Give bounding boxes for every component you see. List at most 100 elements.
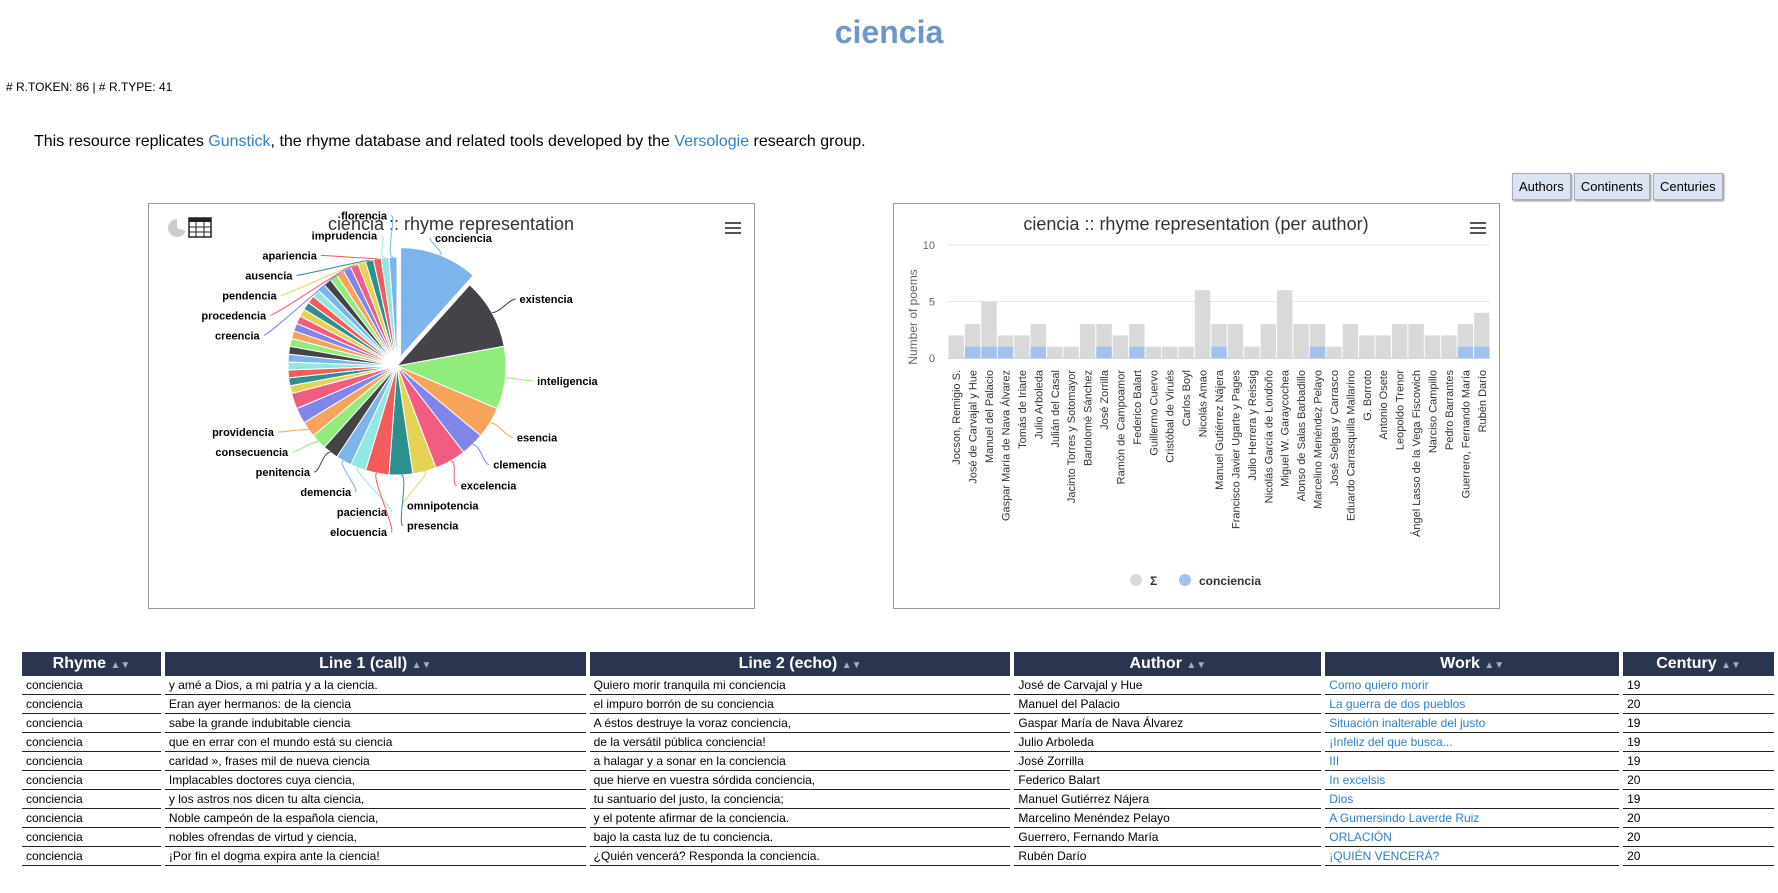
pie-label-apariencia: apariencia: [262, 250, 317, 262]
pie-slice-florencia[interactable]: [388, 256, 398, 367]
bar-conciencia[interactable]: [997, 346, 1014, 358]
cell-century: 19: [1623, 714, 1774, 733]
bar-total[interactable]: [1391, 324, 1408, 358]
bar-total[interactable]: [981, 301, 997, 359]
bar-conciencia[interactable]: [964, 346, 981, 358]
work-link[interactable]: ORLACIÓN: [1329, 830, 1392, 844]
legend-conciencia-marker[interactable]: [1179, 574, 1191, 586]
pie-connector: [429, 237, 442, 256]
work-link[interactable]: Situación inalterable del justo: [1329, 716, 1486, 730]
bar-total[interactable]: [1359, 335, 1375, 358]
bar-conciencia[interactable]: [1457, 346, 1474, 358]
bar-total[interactable]: [1194, 290, 1211, 358]
bar-total[interactable]: [1244, 346, 1260, 358]
cell-line1: que en errar con el mundo está su cienci…: [164, 733, 586, 752]
sort-icon[interactable]: ▲▼: [841, 660, 862, 671]
pie-slice-existencia[interactable]: [395, 284, 505, 367]
header-line1[interactable]: Line 1 (call) ▲▼: [164, 652, 586, 676]
cell-line2: que hierve en vuestra sórdida conciencia…: [589, 771, 1011, 790]
bar-conciencia[interactable]: [1474, 346, 1490, 358]
bar-x-tick-label: Federico Balart: [1132, 370, 1144, 445]
cell-line1: nobles ofrendas de virtud y ciencia,: [164, 828, 586, 847]
legend-sigma-label[interactable]: Σ: [1150, 574, 1157, 588]
sort-icon[interactable]: ▲▼: [1721, 660, 1741, 671]
bar-conciencia[interactable]: [1096, 346, 1112, 358]
bar-conciencia[interactable]: [1309, 346, 1326, 358]
sort-icon[interactable]: ▲▼: [1186, 660, 1207, 671]
bar-total[interactable]: [1063, 346, 1079, 358]
bar-total[interactable]: [1408, 324, 1424, 358]
work-link[interactable]: III: [1329, 754, 1340, 768]
sort-icon[interactable]: ▲▼: [411, 660, 432, 671]
pie-label-presencia: presencia: [407, 520, 459, 532]
work-link[interactable]: ¡Infeliz del que busca...: [1329, 735, 1453, 749]
bar-x-tick-label: José Zorrilla: [1099, 369, 1111, 430]
pie-connector: [277, 428, 309, 433]
table-row: conciencia Noble campeón de la española c…: [22, 809, 1774, 828]
pie-connector: [400, 474, 405, 526]
bar-total[interactable]: [1260, 324, 1276, 358]
bar-conciencia[interactable]: [1211, 346, 1227, 358]
bar-total[interactable]: [1342, 324, 1359, 358]
header-work[interactable]: Work ▲▼: [1325, 652, 1620, 676]
sort-icon[interactable]: ▲▼: [1484, 660, 1505, 671]
bar-total[interactable]: [1375, 335, 1391, 358]
bar-total[interactable]: [1145, 346, 1162, 358]
pie-label-demencia: demencia: [300, 487, 352, 499]
gunstick-link[interactable]: Gunstick: [208, 133, 271, 150]
sort-icon[interactable]: ▲▼: [110, 660, 131, 671]
work-link[interactable]: ¡QUIÉN VENCERÁ?: [1329, 849, 1440, 863]
bar-total[interactable]: [1162, 346, 1178, 358]
work-link[interactable]: A Gumersindo Laverde Ruiz: [1329, 811, 1480, 825]
bar-total[interactable]: [948, 335, 964, 358]
legend-sigma-marker[interactable]: [1130, 574, 1142, 586]
bar-conciencia[interactable]: [1030, 346, 1047, 358]
header-rhyme[interactable]: Rhyme ▲▼: [22, 652, 161, 676]
pie-connector: [505, 377, 534, 382]
bar-menu-icon[interactable]: [1470, 222, 1486, 236]
continents-button[interactable]: Continents: [1573, 173, 1650, 200]
cell-century: 20: [1623, 695, 1774, 714]
work-link[interactable]: Dios: [1329, 792, 1354, 806]
bar-total[interactable]: [1293, 324, 1309, 358]
cell-line2: de la versátil pública conciencia!: [589, 733, 1011, 752]
pie-menu-icon[interactable]: [725, 222, 741, 236]
cell-author: José de Carvajal y Hue: [1014, 676, 1322, 695]
pie-chart-icon[interactable]: [168, 218, 187, 237]
cell-line1: Eran ayer hermanos: de la ciencia: [164, 695, 586, 714]
legend-conciencia-label[interactable]: conciencia: [1199, 574, 1261, 588]
bar-total[interactable]: [1326, 346, 1342, 358]
work-link[interactable]: In excelsis: [1329, 773, 1386, 787]
work-link[interactable]: La guerra de dos pueblos: [1329, 697, 1466, 711]
bar-total[interactable]: [1424, 335, 1441, 358]
bar-conciencia[interactable]: [981, 346, 997, 358]
pie-slice-conciencia[interactable]: [400, 247, 475, 358]
bar-total[interactable]: [1441, 335, 1457, 358]
bar-conciencia[interactable]: [1129, 346, 1145, 358]
header-line2[interactable]: Line 2 (echo) ▲▼: [589, 652, 1011, 676]
cell-line2: Quiero morir tranquila mi conciencia: [589, 676, 1011, 695]
authors-button[interactable]: Authors: [1512, 173, 1571, 200]
bar-total[interactable]: [1014, 335, 1030, 358]
cell-work: In excelsis: [1325, 771, 1620, 790]
pie-label-clemencia: clemencia: [493, 460, 547, 472]
versologie-link[interactable]: Versologie: [674, 133, 750, 150]
work-link[interactable]: Como quiero morir: [1329, 678, 1429, 692]
bar-total[interactable]: [1112, 335, 1129, 358]
header-century[interactable]: Century ▲▼: [1623, 652, 1774, 676]
pie-label-ausencia: ausencia: [245, 270, 293, 282]
cell-line2: y el potente afirmar de la conciencia.: [589, 809, 1011, 828]
cell-line1: y amé a Dios, a mi patria y a la ciencia…: [164, 676, 586, 695]
bar-total[interactable]: [1227, 324, 1244, 358]
table-icon[interactable]: [188, 217, 212, 238]
centuries-button[interactable]: Centuries: [1652, 173, 1723, 200]
bar-total[interactable]: [1079, 324, 1096, 358]
bar-total[interactable]: [1178, 346, 1194, 358]
cell-rhyme: conciencia: [22, 714, 161, 733]
cell-work: Situación inalterable del justo: [1325, 714, 1620, 733]
header-author[interactable]: Author ▲▼: [1014, 652, 1322, 676]
pie-label-excelencia: excelencia: [461, 480, 518, 492]
bar-total[interactable]: [1047, 346, 1063, 358]
bar-chart-title: ciencia :: rhyme representation (per aut…: [1023, 214, 1368, 234]
bar-total[interactable]: [1276, 290, 1293, 358]
